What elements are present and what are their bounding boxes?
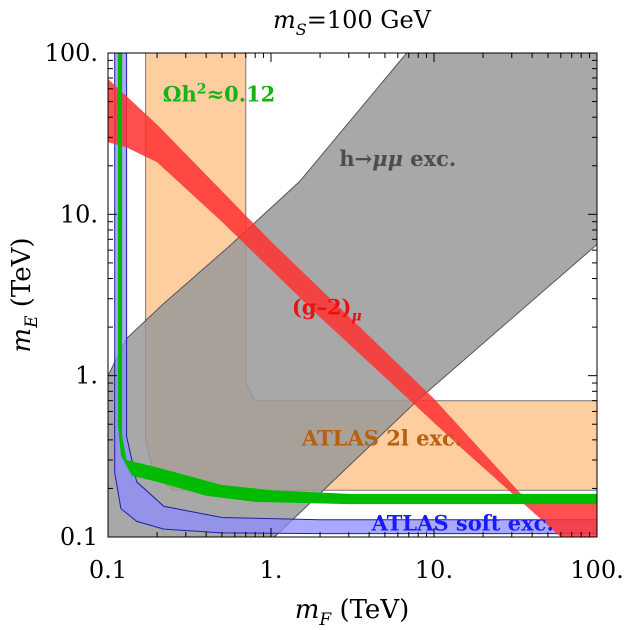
y-tick-label: 1.: [75, 362, 98, 390]
x-tick-label: 1.: [260, 556, 283, 584]
region-label-layer: ATLAS 2l exc. h→μμ exc. ATLAS soft exc. (g–…: [163, 82, 554, 536]
atlas-2l-exclusion-label: ATLAS 2l exc.: [301, 425, 462, 450]
x-axis-title: mF (TeV): [295, 595, 410, 630]
x-tick-label: 0.1: [89, 556, 127, 584]
region-layer: [108, 53, 597, 537]
y-tick-label: 100.: [45, 39, 98, 67]
g-2-muon-band-region: [108, 79, 597, 537]
y-tick-label: 10.: [60, 200, 98, 228]
y-tick-label: 0.1: [60, 523, 98, 551]
plot-frame: [107, 52, 598, 538]
x-tick-label: 100.: [570, 556, 623, 584]
atlas-soft-exclusion-region: [114, 53, 597, 535]
g-2-muon-band-label: (g–2)μ: [292, 294, 362, 324]
y-axis-title: mE (TeV): [7, 237, 42, 352]
atlas-soft-exclusion-label: ATLAS soft exc.: [371, 510, 554, 535]
tick-label-layer: 0.1 1. 10. 100. 0.1 1. 10. 100.: [45, 39, 624, 584]
relic-density-band-label: Ωh2≈0.12: [163, 82, 275, 107]
x-tick-label: 10.: [415, 556, 453, 584]
h-mumu-exclusion-label: h→μμ exc.: [339, 146, 456, 171]
chart-title: mS=100 GeV: [273, 6, 432, 39]
